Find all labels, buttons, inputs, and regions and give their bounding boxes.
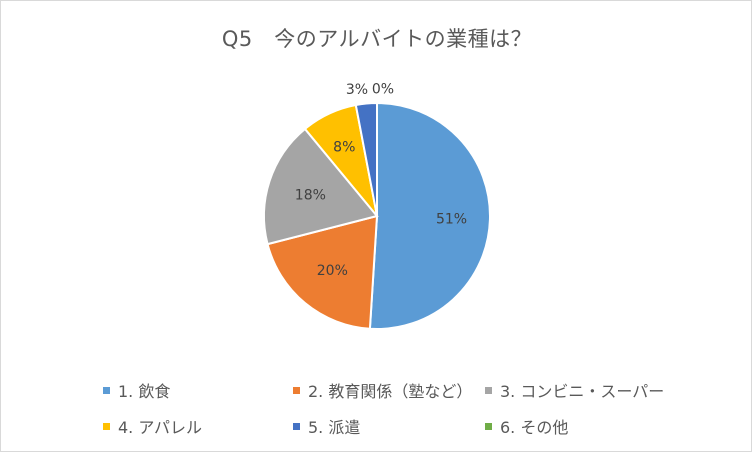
pie-slice-3 [263, 127, 379, 246]
data-label-3: 18% [295, 187, 326, 203]
legend-item-4: 4. アパレル [103, 414, 202, 438]
data-label-1: 51% [436, 211, 467, 227]
legend-label-6: 6. その他 [500, 418, 569, 437]
legend-label-4: 4. アパレル [118, 418, 203, 437]
legend-item-3: 3. コンビニ・スーパー [485, 378, 664, 402]
legend-item-5: 5. 派遣 [293, 414, 360, 438]
data-label-4: 8% [333, 139, 355, 155]
legend-swatch-4 [103, 422, 110, 430]
data-label-6: 0% [372, 81, 394, 97]
legend-item-2: 2. 教育関係（塾など） [293, 378, 472, 402]
legend-swatch-5 [293, 422, 300, 430]
pie-slice-1 [368, 101, 491, 330]
data-label-2: 20% [317, 263, 348, 279]
data-label-5: 3% [346, 82, 368, 98]
legend-swatch-2 [293, 386, 300, 394]
legend-swatch-1 [103, 386, 110, 394]
legend-item-6: 6. その他 [485, 414, 568, 438]
legend-label-3: 3. コンビニ・スーパー [500, 382, 665, 401]
pie-slice-5 [354, 101, 378, 217]
legend-label-2: 2. 教育関係（塾など） [308, 382, 473, 401]
legend-swatch-6 [485, 422, 492, 430]
pie-slice-2 [266, 214, 379, 330]
chart-title: Q5 今のアルバイトの業種は？ [221, 27, 533, 51]
legend-label-1: 1. 飲食 [118, 382, 171, 401]
legend-item-1: 1. 飲食 [103, 378, 170, 402]
legend-swatch-3 [485, 386, 492, 394]
legend-label-5: 5. 派遣 [308, 418, 361, 437]
